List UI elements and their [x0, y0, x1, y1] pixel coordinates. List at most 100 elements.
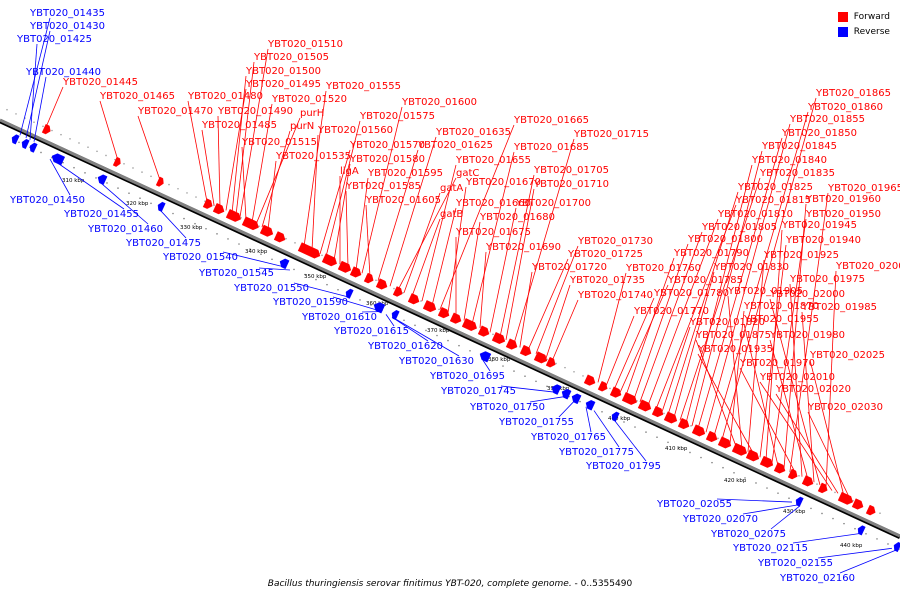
scale-dot	[513, 370, 515, 372]
forward-track-dot	[42, 125, 44, 128]
scale-dot	[150, 202, 152, 205]
gene-shape	[279, 258, 290, 270]
scale-dot	[733, 471, 735, 474]
gene-label: YBT020_01700	[515, 198, 591, 209]
forward-gene-arrow	[273, 231, 286, 243]
gene-label: YBT020_01620	[367, 341, 443, 352]
leader-line	[529, 396, 565, 403]
forward-track-dot	[573, 370, 575, 373]
forward-track-dot	[321, 254, 323, 257]
gene-label: YBT020_01490	[217, 106, 293, 117]
forward-gene-arrow	[155, 176, 164, 187]
gene-label: YBT020_01590	[272, 297, 348, 308]
gene-shape	[349, 266, 362, 278]
gene-label: gatA	[440, 183, 463, 194]
leader-line	[691, 150, 763, 426]
leader-line	[685, 164, 753, 424]
gene-shape	[363, 272, 374, 284]
forward-gene-arrow	[705, 430, 718, 443]
reverse-gene-arrow	[571, 393, 582, 405]
leader-line	[667, 191, 739, 415]
forward-gene-arrow	[651, 405, 664, 418]
leader-line	[743, 323, 779, 466]
leader-line	[463, 221, 481, 321]
scale-dot	[766, 487, 768, 489]
gene-label: YBT020_01770	[633, 306, 709, 317]
gene-shape	[795, 496, 804, 507]
leader-line	[241, 146, 247, 220]
gene-shape	[345, 288, 354, 299]
gene-shape	[705, 430, 718, 443]
gene-label: YBT020_01585	[345, 181, 421, 192]
gene-label: YBT020_01540	[162, 252, 238, 263]
reverse-gene-arrow	[97, 174, 108, 186]
gene-label: YBT020_01690	[485, 242, 561, 253]
gene-label: YBT020_01755	[498, 417, 574, 428]
scale-dot	[667, 441, 669, 444]
reverse-gene-arrow	[561, 388, 572, 400]
gene-label: YBT020_01790	[673, 248, 749, 259]
scale-dot	[139, 197, 141, 200]
scale-dot	[128, 192, 130, 194]
gene-shape	[585, 400, 596, 411]
leader-line	[625, 257, 675, 396]
leader-line	[397, 177, 457, 291]
leader-line	[661, 326, 691, 413]
scale-dot	[315, 278, 317, 281]
gene-shape	[817, 482, 828, 494]
scale-dot	[194, 222, 196, 225]
scale-dot	[469, 349, 471, 352]
gene-shape	[717, 436, 732, 449]
forward-gene-arrow	[321, 253, 337, 267]
leader-line	[519, 271, 533, 347]
legend-reverse-label: Reverse	[853, 26, 890, 37]
leader-line	[303, 90, 327, 247]
gene-shape	[375, 278, 388, 290]
scale-label: 380 kbp	[488, 357, 511, 363]
forward-gene-arrow	[241, 216, 259, 231]
forward-track-dot	[150, 175, 152, 178]
scale-dot	[777, 492, 779, 494]
forward-gene-arrow	[597, 380, 608, 392]
gene-label: YBT020_01960	[805, 194, 881, 205]
genome-backbone	[0, 118, 900, 538]
reverse-gene-arrow	[21, 138, 30, 150]
scale-dot	[645, 431, 647, 433]
gene-label: YBT020_02010	[759, 372, 835, 383]
legend-forward-label: Forward	[853, 11, 890, 22]
scale-dot	[854, 527, 856, 530]
leader-line	[535, 245, 579, 354]
gene-labels: YBT020_01445 YBT020_01465 YBT020_01470 YBT0…	[9, 8, 900, 584]
forward-gene-arrow	[422, 300, 437, 313]
gene-label: YBT020_01825	[737, 182, 813, 193]
gene-shape	[391, 310, 400, 321]
gene-label: YBT020_01970	[739, 358, 815, 369]
leader-line	[293, 282, 349, 298]
gene-label: YBT020_01925	[763, 250, 839, 261]
scale-dot	[73, 166, 75, 169]
forward-gene-arrow	[41, 123, 51, 135]
gene-label: YBT020_01850	[781, 128, 857, 139]
reverse-gene-arrow	[157, 201, 166, 212]
leader-line	[481, 358, 491, 372]
leader-line	[716, 498, 793, 503]
leader-line	[159, 209, 187, 239]
scale-dot	[755, 482, 757, 484]
leader-line	[695, 339, 737, 447]
forward-track-dot	[15, 113, 17, 115]
forward-gene-arrow	[392, 286, 403, 297]
gene-label: YBT020_01685	[513, 142, 589, 153]
gene-label: YBT020_01870	[743, 301, 819, 312]
forward-track-dot	[834, 491, 836, 494]
leader-line	[267, 160, 277, 230]
leader-line	[513, 138, 575, 344]
gene-shape	[583, 374, 596, 386]
gene-label: YBT020_01730	[577, 236, 653, 247]
gene-label: YBT020_01965	[827, 183, 900, 194]
gene-shape	[407, 293, 420, 305]
gene-label: YBT020_01750	[469, 402, 545, 413]
gene-label: YBT020_02000	[769, 289, 845, 300]
leader-line	[311, 134, 319, 251]
forward-gene-arrow	[491, 331, 506, 344]
leader-line	[545, 284, 571, 359]
